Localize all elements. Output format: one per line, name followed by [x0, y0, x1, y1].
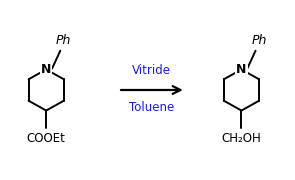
- Text: Vitride: Vitride: [132, 64, 171, 78]
- Text: Toluene: Toluene: [129, 101, 175, 114]
- Text: COOEt: COOEt: [27, 132, 66, 145]
- Text: CH₂OH: CH₂OH: [222, 132, 261, 145]
- Text: N: N: [41, 63, 51, 76]
- Text: Ph: Ph: [251, 34, 267, 47]
- Text: N: N: [236, 63, 247, 76]
- Text: Ph: Ph: [56, 34, 71, 47]
